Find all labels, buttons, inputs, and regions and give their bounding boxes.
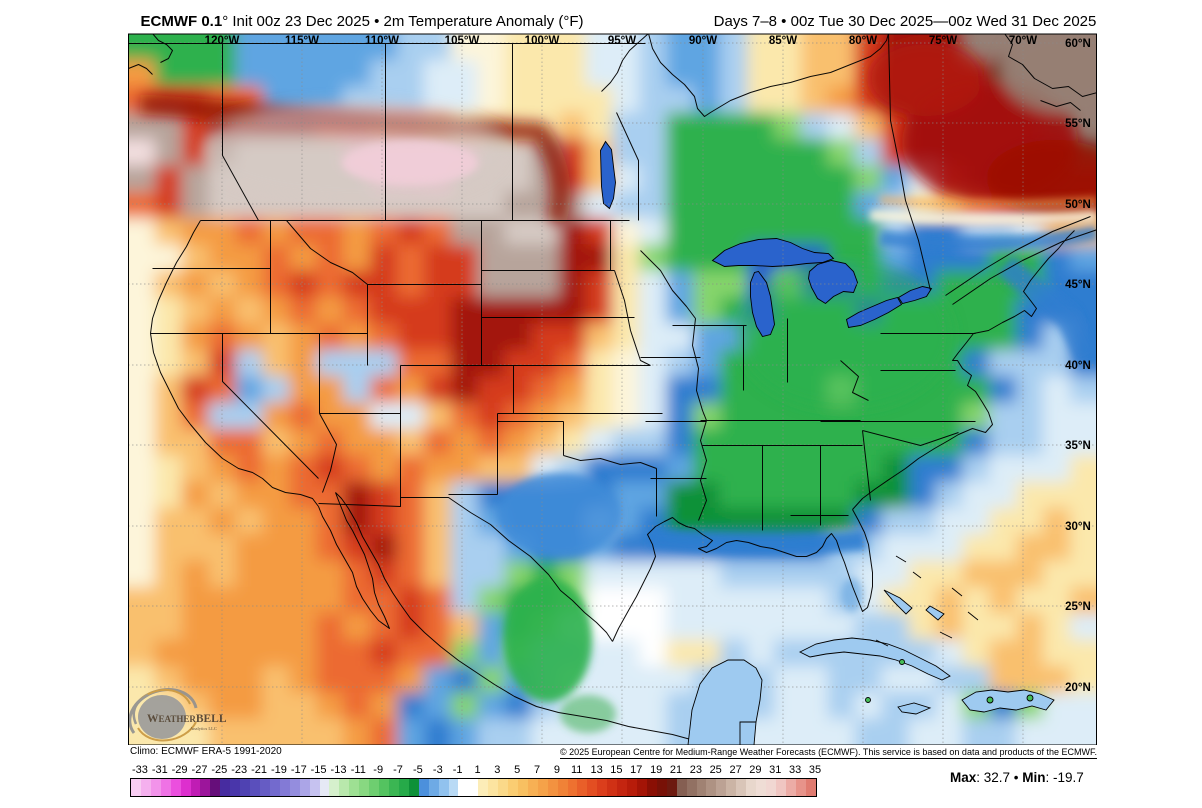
svg-text:60°N: 60°N (1065, 38, 1091, 50)
svg-text:35°N: 35°N (1065, 440, 1091, 452)
svg-text:30°N: 30°N (1065, 521, 1091, 533)
svg-text:20°N: 20°N (1065, 682, 1091, 694)
svg-text:25°N: 25°N (1065, 601, 1091, 613)
svg-text:110°W: 110°W (365, 35, 399, 47)
svg-text:40°N: 40°N (1065, 360, 1091, 372)
svg-text:100°W: 100°W (525, 35, 560, 47)
svg-text:Analytics LLC: Analytics LLC (190, 726, 217, 731)
svg-text:50°N: 50°N (1065, 199, 1091, 211)
svg-text:70°W: 70°W (1009, 35, 1037, 47)
svg-text:45°N: 45°N (1065, 279, 1091, 291)
svg-text:120°W: 120°W (205, 35, 240, 47)
svg-text:105°W: 105°W (445, 35, 480, 47)
svg-text:95°W: 95°W (608, 35, 636, 47)
svg-text:80°W: 80°W (849, 35, 877, 47)
svg-text:115°W: 115°W (285, 35, 319, 47)
svg-text:55°N: 55°N (1065, 118, 1091, 130)
svg-text:75°W: 75°W (929, 35, 957, 47)
svg-text:85°W: 85°W (769, 35, 797, 47)
svg-text:90°W: 90°W (689, 35, 717, 47)
svg-text:WEATHERBELL: WEATHERBELL (147, 713, 227, 725)
